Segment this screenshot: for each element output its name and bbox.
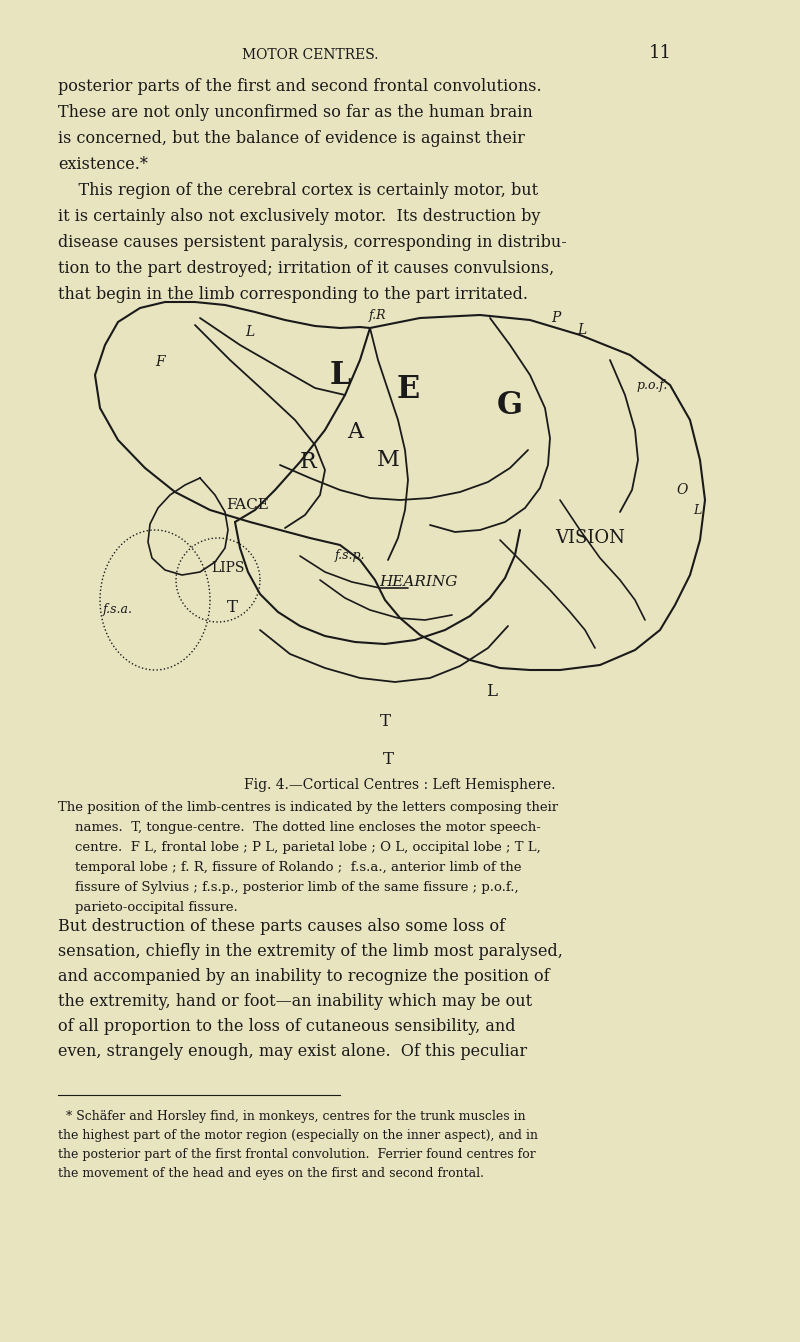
Text: it is certainly also not exclusively motor.  Its destruction by: it is certainly also not exclusively mot… [58,208,540,225]
Text: VISION: VISION [555,529,625,548]
Text: temporal lobe ; f. R, fissure of Rolando ;  f.s.a., anterior limb of the: temporal lobe ; f. R, fissure of Rolando… [58,862,522,874]
Text: tion to the part destroyed; irritation of it causes convulsions,: tion to the part destroyed; irritation o… [58,260,554,276]
Text: Fig. 4.—Cortical Centres : Left Hemisphere.: Fig. 4.—Cortical Centres : Left Hemisphe… [244,778,556,792]
Text: and accompanied by an inability to recognize the position of: and accompanied by an inability to recog… [58,968,550,985]
Text: HEARING: HEARING [379,574,457,589]
Text: FACE: FACE [226,498,270,513]
Text: parieto-occipital fissure.: parieto-occipital fissure. [58,900,238,914]
Text: L: L [486,683,498,701]
Text: of all proportion to the loss of cutaneous sensibility, and: of all proportion to the loss of cutaneo… [58,1019,515,1035]
Text: F: F [155,356,165,369]
Text: the movement of the head and eyes on the first and second frontal.: the movement of the head and eyes on the… [58,1168,484,1180]
Text: posterior parts of the first and second frontal convolutions.: posterior parts of the first and second … [58,78,542,95]
Text: T: T [226,600,238,616]
Text: T: T [382,752,394,769]
Text: is concerned, but the balance of evidence is against their: is concerned, but the balance of evidenc… [58,130,525,148]
Text: O: O [676,483,688,497]
Text: The position of the limb-centres is indicated by the letters composing their: The position of the limb-centres is indi… [58,801,558,815]
Text: But destruction of these parts causes also some loss of: But destruction of these parts causes al… [58,918,505,935]
Text: This region of the cerebral cortex is certainly motor, but: This region of the cerebral cortex is ce… [58,183,538,199]
Text: L: L [246,325,254,340]
Text: * Schäfer and Horsley find, in monkeys, centres for the trunk muscles in: * Schäfer and Horsley find, in monkeys, … [58,1110,526,1123]
Text: f.s.a.: f.s.a. [103,604,133,616]
Text: M: M [377,450,399,471]
Text: G: G [497,389,523,420]
Text: P: P [551,311,561,325]
Text: LIPS: LIPS [211,561,245,574]
Text: These are not only unconfirmed so far as the human brain: These are not only unconfirmed so far as… [58,103,533,121]
Text: R: R [300,451,316,472]
Text: L: L [330,360,350,391]
Text: the posterior part of the first frontal convolution.  Ferrier found centres for: the posterior part of the first frontal … [58,1147,536,1161]
Text: that begin in the limb corresponding to the part irritated.: that begin in the limb corresponding to … [58,286,528,303]
Text: names.  T, tongue-centre.  The dotted line encloses the motor speech-: names. T, tongue-centre. The dotted line… [58,821,541,833]
Text: the extremity, hand or foot—an inability which may be out: the extremity, hand or foot—an inability… [58,993,532,1011]
Text: disease causes persistent paralysis, corresponding in distribu-: disease causes persistent paralysis, cor… [58,234,566,251]
Text: 11: 11 [649,44,671,62]
Text: centre.  F L, frontal lobe ; P L, parietal lobe ; O L, occipital lobe ; T L,: centre. F L, frontal lobe ; P L, parieta… [58,841,541,854]
Text: E: E [396,374,420,405]
Text: p.o.f.: p.o.f. [636,380,668,392]
Text: L: L [578,323,586,337]
Polygon shape [95,302,705,670]
Text: sensation, chiefly in the extremity of the limb most paralysed,: sensation, chiefly in the extremity of t… [58,943,563,960]
Text: the highest part of the motor region (especially on the inner aspect), and in: the highest part of the motor region (es… [58,1129,538,1142]
Text: f.s.p.: f.s.p. [334,549,366,561]
Text: fissure of Sylvius ; f.s.p., posterior limb of the same fissure ; p.o.f.,: fissure of Sylvius ; f.s.p., posterior l… [58,880,518,894]
Text: T: T [379,714,390,730]
Text: L: L [693,503,701,517]
Text: f.R: f.R [370,310,386,322]
Text: A: A [347,421,363,443]
Text: MOTOR CENTRES.: MOTOR CENTRES. [242,48,378,62]
Text: even, strangely enough, may exist alone.  Of this peculiar: even, strangely enough, may exist alone.… [58,1043,527,1060]
Text: existence.*: existence.* [58,156,148,173]
